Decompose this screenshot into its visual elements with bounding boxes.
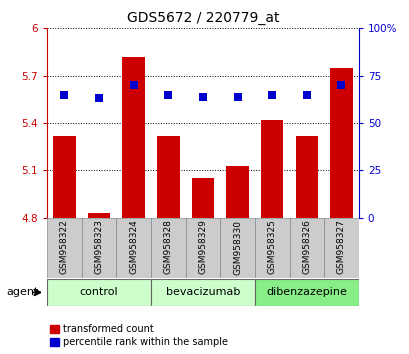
Text: dibenzazepine: dibenzazepine	[266, 287, 346, 297]
Bar	[151, 218, 185, 278]
Bar	[295, 136, 317, 218]
Bar	[226, 166, 248, 218]
Point	[96, 96, 102, 101]
Bar	[81, 218, 116, 278]
Text: GSM958330: GSM958330	[232, 219, 241, 274]
Bar	[122, 57, 145, 218]
Point	[61, 92, 67, 97]
Bar	[88, 213, 110, 218]
Point	[199, 94, 206, 99]
Text: GSM958323: GSM958323	[94, 219, 103, 274]
Bar	[53, 136, 76, 218]
Point	[165, 92, 171, 97]
Legend: transformed count, percentile rank within the sample: transformed count, percentile rank withi…	[50, 325, 227, 347]
Bar	[185, 218, 220, 278]
Bar	[191, 178, 213, 218]
Bar	[151, 279, 254, 306]
Point	[130, 82, 137, 88]
Title: GDS5672 / 220779_at: GDS5672 / 220779_at	[126, 11, 279, 24]
Bar	[116, 218, 151, 278]
Point	[303, 92, 309, 97]
Text: GSM958326: GSM958326	[301, 219, 310, 274]
Bar	[260, 120, 283, 218]
Bar	[157, 136, 179, 218]
Text: control: control	[80, 287, 118, 297]
Point	[268, 92, 275, 97]
Text: GSM958322: GSM958322	[60, 219, 69, 274]
Text: GSM958324: GSM958324	[129, 219, 138, 274]
Bar	[47, 279, 151, 306]
Bar	[254, 218, 289, 278]
Text: bevacizumab: bevacizumab	[165, 287, 240, 297]
Text: GSM958328: GSM958328	[164, 219, 173, 274]
Text: agent: agent	[6, 287, 38, 297]
Text: GSM958325: GSM958325	[267, 219, 276, 274]
Point	[337, 82, 344, 88]
Bar	[289, 218, 324, 278]
Text: GSM958327: GSM958327	[336, 219, 345, 274]
Bar	[254, 279, 358, 306]
Text: GSM958329: GSM958329	[198, 219, 207, 274]
Bar	[329, 68, 352, 218]
Bar	[47, 218, 81, 278]
Point	[234, 94, 240, 99]
Bar	[220, 218, 254, 278]
Bar	[324, 218, 358, 278]
